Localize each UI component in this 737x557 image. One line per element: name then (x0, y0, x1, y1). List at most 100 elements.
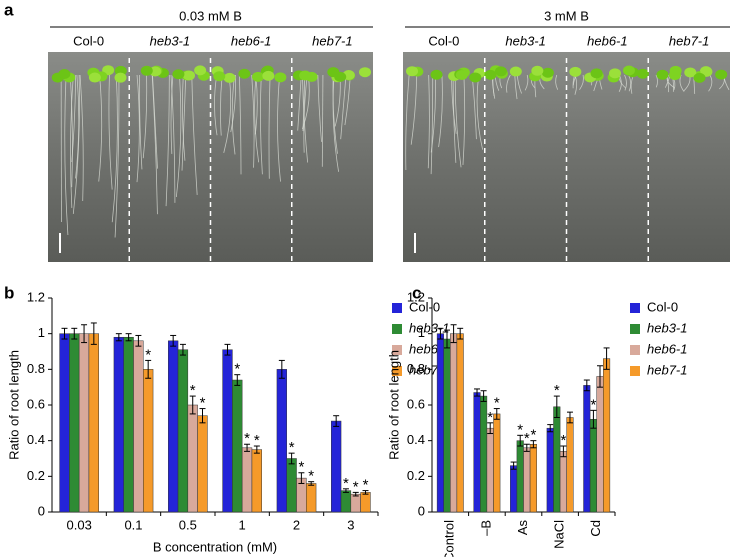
error-bar (487, 422, 494, 435)
seedling (327, 67, 340, 78)
seedling (238, 68, 251, 79)
seedling (299, 70, 312, 81)
bar (450, 333, 458, 513)
significance: * (289, 439, 295, 456)
bar (493, 413, 501, 513)
significance: * (494, 395, 500, 412)
root (506, 74, 511, 93)
x-tick-label: –B (478, 520, 493, 536)
root (152, 74, 158, 169)
y-tick-label: 1 (38, 325, 45, 340)
root (72, 74, 80, 214)
seedling (609, 68, 622, 79)
error-bar (566, 411, 573, 424)
significance: * (363, 477, 369, 494)
seedling (590, 68, 603, 79)
bar (566, 417, 574, 513)
legend-swatch (392, 324, 402, 334)
error-bar (234, 374, 241, 386)
error-bar (278, 359, 285, 379)
bar (59, 333, 70, 513)
panel-label: a (4, 0, 14, 19)
x-tick-label: Control (442, 520, 457, 557)
root (277, 74, 281, 182)
root (624, 74, 627, 91)
legend-swatch (630, 324, 640, 334)
bar (88, 333, 99, 513)
bar (197, 415, 208, 513)
error-bar (253, 445, 260, 454)
error-bar (298, 472, 305, 484)
bar (350, 493, 361, 513)
bar (480, 395, 488, 513)
error-bar (583, 379, 590, 392)
bar (583, 385, 591, 513)
root (170, 74, 174, 154)
bar (516, 440, 524, 513)
error-bar (244, 443, 251, 452)
root (260, 74, 263, 175)
bar (596, 376, 604, 513)
bar (559, 451, 567, 513)
significance: * (145, 346, 151, 363)
lane-label: heb7-1 (312, 33, 352, 48)
error-bar (444, 329, 451, 349)
y-tick-label: 0.8 (27, 361, 45, 376)
root (524, 74, 529, 91)
bar (78, 333, 90, 513)
legend-swatch (630, 366, 640, 376)
significance: * (343, 475, 349, 492)
error-bar (510, 461, 517, 470)
error-bar (480, 390, 487, 402)
root (516, 74, 522, 94)
y-tick-label: 0.8 (407, 361, 425, 376)
seedling (636, 68, 649, 79)
x-tick-label: 0.1 (124, 517, 142, 532)
seedling (213, 71, 226, 82)
root (555, 74, 559, 90)
legend-label: heb6-1 (647, 341, 687, 356)
legend-swatch (392, 345, 402, 355)
root (182, 74, 186, 161)
root (181, 74, 187, 171)
root (165, 74, 170, 207)
y-axis-label: Ratio of root length (386, 350, 401, 460)
bar (232, 379, 243, 513)
root (230, 74, 237, 133)
significance: * (487, 409, 493, 426)
bar (603, 358, 611, 513)
bar (510, 465, 518, 513)
lane-label: heb3-1 (150, 33, 190, 48)
seedling (715, 69, 728, 80)
error-bar (603, 347, 610, 370)
root (238, 74, 242, 175)
error-bar (517, 434, 524, 447)
bar (456, 333, 464, 513)
seedling (569, 66, 582, 77)
error-bar (437, 327, 444, 340)
bar (331, 420, 342, 513)
significance: * (353, 478, 359, 495)
error-bar (81, 324, 88, 344)
seedling (359, 67, 372, 78)
seedling (656, 69, 669, 80)
error-bar (553, 395, 560, 418)
root (175, 74, 182, 198)
error-bar (352, 491, 359, 497)
seedling (274, 72, 287, 83)
bar (553, 406, 561, 513)
bar (143, 369, 154, 513)
error-bar (590, 409, 597, 429)
x-tick-label: As (515, 520, 530, 536)
bar (589, 419, 597, 513)
root (75, 74, 80, 179)
root (332, 74, 339, 172)
significance: * (244, 430, 250, 447)
root (410, 74, 418, 145)
bar (546, 427, 554, 513)
root (438, 74, 443, 148)
seedling (469, 72, 482, 83)
x-tick-label: 3 (347, 517, 354, 532)
root (340, 74, 347, 140)
